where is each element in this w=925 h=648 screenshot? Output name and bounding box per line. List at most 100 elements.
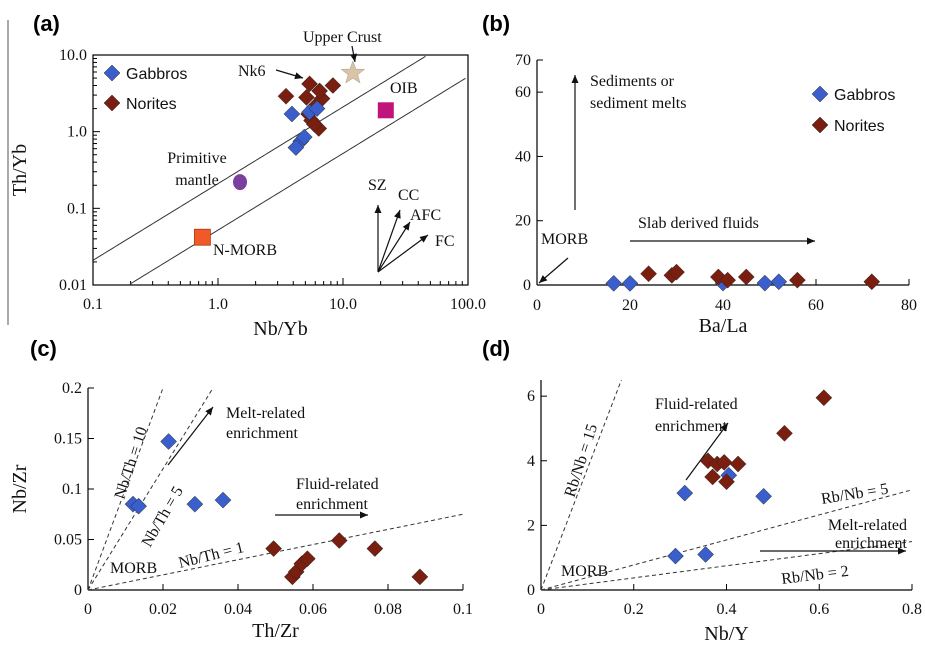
upper-crust-pointer-head [350, 53, 357, 62]
x-axis-label: Th/Zr [252, 620, 299, 642]
x-tick-label: 0 [537, 601, 545, 618]
panel-d: (d) 0 2 4 6 0 0.2 0.4 0.6 0.8 Nb/Y Rb/Nb = 15 Rb/Nb … [482, 336, 922, 645]
norite-point [324, 77, 342, 94]
gabbro-point [283, 105, 301, 123]
gabbro-point [755, 487, 772, 505]
oib-marker [377, 102, 394, 119]
sediment-arrow-head [571, 75, 579, 83]
legend-norites-label: Norites [126, 96, 177, 113]
norite-point [718, 473, 735, 491]
y-tick-label: 0 [523, 277, 531, 294]
gabbro-point [214, 491, 232, 509]
norite-point [719, 271, 737, 289]
norite-point [306, 115, 323, 133]
panel-label: (d) [482, 336, 510, 361]
fluid-arrow-head [360, 511, 368, 519]
legend-gabbros-label: Gabbros [834, 87, 895, 104]
legend-norites-marker [811, 116, 829, 134]
trend-vector-afc-head [402, 222, 410, 231]
nmorb-label: N-MORB [213, 242, 277, 259]
trend-label-cc: CC [398, 187, 419, 204]
nmorb-marker [193, 228, 211, 246]
x-axis-label: Ba/La [699, 315, 748, 337]
gabbro-point [295, 128, 313, 146]
x-tick-label: 0.2 [624, 601, 644, 618]
morb-label: MORB [541, 231, 588, 248]
panel-b: (b) 0 20 40 60 70 0 20 40 60 80 Ba/La Sediments or se… [482, 11, 917, 337]
x-tick-label: 0.1 [453, 601, 473, 618]
trend-vector-afc [377, 221, 411, 273]
y-tick-label: 4 [527, 453, 535, 470]
trend-label-sz: SZ [368, 177, 387, 194]
gabbro-point [676, 484, 694, 502]
y-tick-label: 0.2 [62, 380, 82, 397]
gabbro-point [186, 495, 204, 513]
norite-point [715, 454, 733, 471]
y-tick-label: 0.01 [59, 277, 87, 294]
panel-label: (b) [482, 11, 510, 36]
norite-point [265, 540, 282, 557]
ratio-label-1: Nb/Th = 1 [177, 539, 246, 572]
legend-gabbros-marker [103, 64, 121, 82]
x-tick-label: 20 [622, 297, 638, 314]
morb-label: MORB [110, 560, 157, 577]
legend-norites-label: Norites [834, 118, 885, 135]
y-tick-label: 20 [515, 213, 531, 230]
x-tick-label: 100.0 [450, 296, 486, 313]
x-tick-label: 0 [533, 297, 541, 314]
norite-point [311, 82, 328, 100]
norite-point [863, 273, 881, 291]
trend-vector-cc [377, 209, 401, 273]
y-tick-label: 70 [515, 52, 531, 69]
y-tick-label: 10.0 [59, 47, 87, 64]
trend-label-afc: AFC [410, 207, 441, 224]
y-tick-label: 0.1 [67, 200, 87, 217]
trend-vector-fc-head [419, 235, 428, 243]
fluid-label: Fluid-related enrichment [655, 396, 738, 435]
norite-point [301, 75, 318, 93]
y-tick-label: 40 [515, 148, 531, 165]
gabbro-point [287, 139, 305, 156]
y-tick-label: 0.1 [62, 481, 82, 498]
norite-point [704, 468, 721, 486]
norite-point [411, 568, 429, 586]
melt-label: Melt-related enrichment [828, 517, 908, 552]
sediment-label: Sediments or sediment melts [590, 73, 686, 112]
y-tick-label: 0 [527, 582, 535, 599]
x-tick-label: 0.08 [374, 601, 402, 618]
y-tick-label: 60 [515, 84, 531, 101]
x-tick-label: 1.0 [208, 296, 228, 313]
trend-vector-sz-head [374, 205, 382, 213]
x-tick-label: 0.02 [149, 601, 177, 618]
primitive-mantle-marker [233, 174, 248, 191]
legend-gabbros-marker [811, 85, 829, 103]
x-tick-label: 0.4 [717, 601, 737, 618]
ratio-label-5: Rb/Nb = 5 [820, 481, 890, 508]
fluid-arrow [685, 422, 729, 481]
x-tick-label: 10.0 [329, 296, 357, 313]
ratio-label-15: Rb/Nb = 15 [562, 422, 602, 499]
upper-crust-marker [340, 60, 366, 84]
x-axis-label: Nb/Yb [253, 318, 307, 340]
melt-label: Melt-related enrichment [226, 405, 305, 442]
ratio-line-5 [540, 489, 913, 591]
legend-norites-marker [103, 94, 121, 112]
panel-label: (c) [30, 336, 57, 361]
trend-vector-cc-head [394, 210, 401, 219]
gabbro-point [770, 273, 788, 291]
plot-frame [92, 54, 469, 286]
ratio-label-5: Nb/Th = 5 [139, 484, 187, 550]
x-tick-label: 40 [715, 297, 731, 314]
primitive-mantle-label: Primitive mantle [167, 150, 227, 189]
y-tick-label: 1.0 [67, 124, 87, 141]
panel-a: (a) 0.1 1.0 10.0 100.0 0.01 0.1 1.0 10.0 Nb/Yb Th/… [7, 11, 486, 340]
ratio-line-15 [540, 379, 622, 591]
x-tick-label: 80 [901, 297, 917, 314]
x-tick-label: 60 [808, 297, 824, 314]
y-tick-label: 0.05 [54, 532, 82, 549]
slab-fluid-arrow-head [807, 237, 815, 245]
norite-point [729, 455, 747, 473]
panel-c: (c) 0 0.05 0.1 0.15 0.2 0 0.02 0.04 0.06 0.08 0.1 Th… [9, 336, 473, 642]
nk6-label: Nk6 [238, 63, 266, 80]
